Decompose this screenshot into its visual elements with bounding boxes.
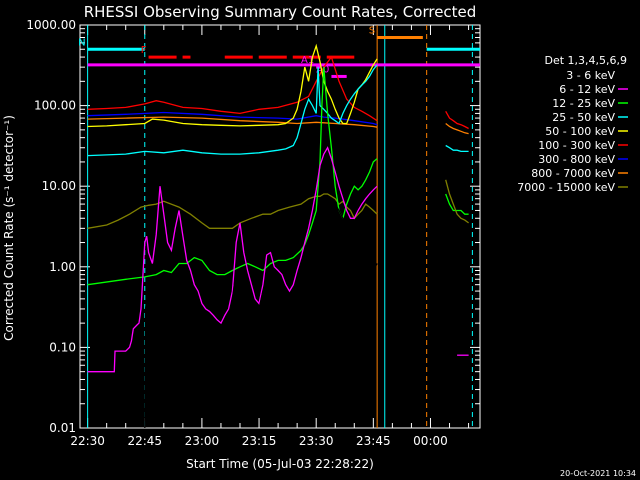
y-tick-label: 0.01 bbox=[49, 421, 76, 435]
x-tick-label: 00:00 bbox=[413, 434, 448, 448]
y-tick-label: 10.00 bbox=[42, 179, 76, 193]
series-line bbox=[87, 111, 378, 126]
chart-title: RHESSI Observing Summary Count Rates, Co… bbox=[84, 3, 477, 21]
flag-label: S bbox=[369, 25, 375, 36]
series-line bbox=[87, 193, 378, 229]
legend-entry-label: 800 - 7000 keV bbox=[531, 167, 615, 180]
series-line-post-gap bbox=[445, 110, 469, 130]
x-tick-label: 22:30 bbox=[70, 434, 105, 448]
y-axis-label: Corrected Count Rate (s⁻¹ detector⁻¹) bbox=[2, 115, 16, 341]
y-tick-label: 1.00 bbox=[49, 260, 76, 274]
legend-entry-label: 25 - 50 keV bbox=[552, 111, 615, 124]
legend-entry-label: 6 - 12 keV bbox=[559, 83, 615, 96]
y-tick-label: 1000.00 bbox=[26, 18, 76, 32]
x-tick-label: 22:45 bbox=[127, 434, 162, 448]
x-tick-label: 23:00 bbox=[185, 434, 220, 448]
series-line bbox=[87, 43, 378, 128]
x-tick-label: 23:30 bbox=[299, 434, 334, 448]
legend-entry-label: 300 - 800 keV bbox=[538, 153, 615, 166]
series-line-post-gap bbox=[445, 179, 469, 224]
series-line-post-gap bbox=[445, 193, 469, 215]
legend-entry-label: 7000 - 15000 keV bbox=[517, 181, 615, 194]
series-line-post-gap bbox=[445, 144, 469, 153]
footer-timestamp: 20-Oct-2021 10:34 bbox=[560, 469, 636, 478]
legend-title: Det 1,3,4,5,6,9 bbox=[544, 54, 627, 67]
plot-frame bbox=[79, 24, 481, 429]
x-axis-label: Start Time (05-Jul-03 22:28:22) bbox=[186, 457, 374, 471]
flag-label: N bbox=[78, 37, 85, 48]
flag-label: F bbox=[141, 45, 147, 56]
series-line bbox=[144, 197, 378, 429]
legend-entry-label: 12 - 25 keV bbox=[552, 97, 615, 110]
x-tick-label: 23:15 bbox=[242, 434, 277, 448]
legend-entry-label: 3 - 6 keV bbox=[566, 69, 615, 82]
series-line-post-gap bbox=[445, 122, 469, 135]
series-line bbox=[87, 64, 378, 157]
series-line bbox=[87, 146, 378, 373]
y-tick-label: 100.00 bbox=[34, 99, 76, 113]
legend-entry-label: 100 - 300 keV bbox=[538, 139, 615, 152]
legend-entry-label: 50 - 100 keV bbox=[545, 125, 615, 138]
flag-label: A1 bbox=[301, 55, 314, 66]
x-tick-label: 23:45 bbox=[356, 434, 391, 448]
y-tick-label: 0.10 bbox=[49, 340, 76, 354]
